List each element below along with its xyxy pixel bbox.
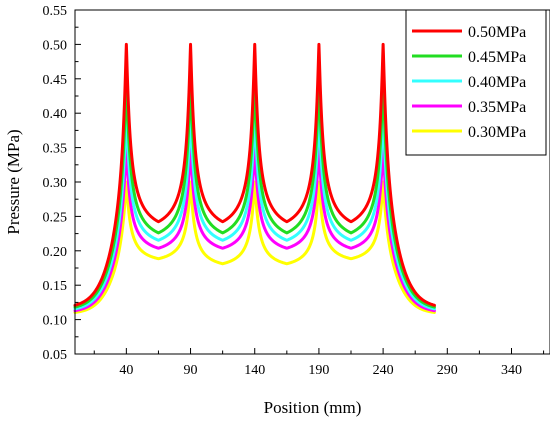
x-axis-label: Position (mm) xyxy=(264,398,362,417)
x-tick-label: 90 xyxy=(184,363,198,378)
y-tick-label: 0.15 xyxy=(43,279,68,294)
y-tick-label: 0.30 xyxy=(43,176,68,191)
legend-label: 0.30MPa xyxy=(468,124,526,141)
legend: 0.50MPa 0.45MPa 0.40MPa 0.35MPa 0.30MPa xyxy=(405,9,547,156)
legend-label: 0.50MPa xyxy=(468,24,526,41)
y-tick-label: 0.55 xyxy=(43,4,68,19)
y-tick-label: 0.25 xyxy=(43,210,68,225)
x-tick-label: 340 xyxy=(501,363,522,378)
y-tick-label: 0.35 xyxy=(43,142,68,157)
y-tick-label: 0.40 xyxy=(43,107,68,122)
x-tick-label: 40 xyxy=(119,363,133,378)
x-tick-label: 190 xyxy=(308,363,329,378)
x-tick-label: 290 xyxy=(437,363,458,378)
legend-label: 0.35MPa xyxy=(468,99,526,116)
x-tick-label: 240 xyxy=(373,363,394,378)
y-tick-label: 0.10 xyxy=(43,314,68,329)
legend-label: 0.45MPa xyxy=(468,49,526,66)
x-tick-label: 140 xyxy=(244,363,265,378)
y-tick-label: 0.50 xyxy=(43,38,68,53)
series-line-0 xyxy=(73,42,436,307)
y-tick-label: 0.20 xyxy=(43,245,68,260)
series-line-4 xyxy=(73,180,436,314)
y-tick-label: 0.05 xyxy=(43,348,68,363)
y-tick-label: 0.45 xyxy=(43,73,68,88)
plot-layer xyxy=(73,42,436,314)
axis-layer: 0.05 0.10 0.15 0.20 0.25 0.30 0.35 0.40 0.45 0.50… xyxy=(4,4,550,417)
series-line-3 xyxy=(73,146,436,313)
legend-label: 0.40MPa xyxy=(468,74,526,91)
y-axis-label: Pressure (MPa) xyxy=(4,129,23,234)
